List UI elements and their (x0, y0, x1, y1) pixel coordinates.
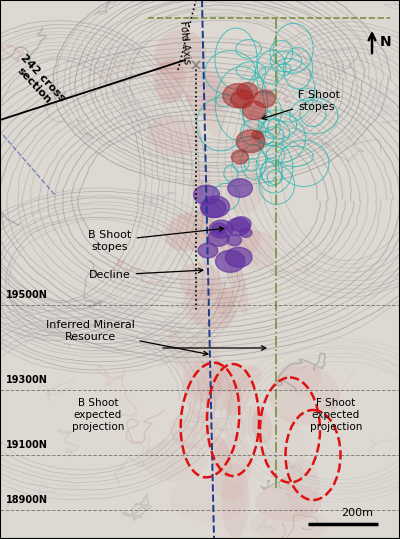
Text: 19500N: 19500N (6, 290, 48, 300)
Text: B Shoot
stopes: B Shoot stopes (88, 227, 224, 252)
Polygon shape (226, 218, 250, 236)
Polygon shape (194, 185, 220, 205)
Text: Fold Axis: Fold Axis (178, 20, 192, 64)
Polygon shape (231, 217, 251, 232)
Text: 200m: 200m (341, 508, 373, 518)
Text: N: N (380, 35, 392, 49)
Polygon shape (232, 150, 248, 164)
Polygon shape (227, 235, 242, 246)
Text: F Shoot
expected
projection: F Shoot expected projection (310, 398, 362, 432)
Ellipse shape (207, 223, 261, 260)
Polygon shape (223, 84, 253, 108)
Ellipse shape (222, 462, 249, 539)
Text: Decline: Decline (89, 268, 203, 280)
Ellipse shape (165, 211, 216, 251)
Ellipse shape (190, 165, 211, 197)
Polygon shape (208, 230, 229, 246)
Polygon shape (226, 247, 252, 267)
Ellipse shape (142, 439, 208, 481)
Ellipse shape (255, 484, 322, 521)
Ellipse shape (211, 364, 262, 392)
Ellipse shape (224, 169, 264, 215)
Ellipse shape (246, 108, 264, 146)
Ellipse shape (154, 58, 186, 103)
Ellipse shape (185, 71, 229, 114)
Polygon shape (252, 131, 262, 139)
Polygon shape (198, 243, 218, 258)
Ellipse shape (201, 74, 226, 137)
Ellipse shape (196, 204, 228, 243)
Polygon shape (216, 250, 245, 272)
Text: 19100N: 19100N (6, 440, 48, 450)
Ellipse shape (269, 366, 340, 425)
Ellipse shape (235, 231, 277, 270)
Ellipse shape (286, 458, 320, 515)
Ellipse shape (210, 436, 232, 478)
Polygon shape (228, 179, 252, 197)
Polygon shape (210, 220, 233, 238)
Ellipse shape (215, 288, 235, 316)
Ellipse shape (183, 278, 238, 329)
Polygon shape (243, 101, 266, 120)
Ellipse shape (250, 507, 329, 539)
Ellipse shape (169, 410, 221, 449)
Polygon shape (254, 90, 276, 107)
Polygon shape (237, 82, 258, 99)
Ellipse shape (218, 406, 265, 438)
Text: 242 cross
section: 242 cross section (10, 53, 66, 112)
Polygon shape (231, 90, 253, 108)
Ellipse shape (227, 257, 248, 313)
Ellipse shape (183, 333, 222, 421)
Text: Inferred Mineral
Resource: Inferred Mineral Resource (46, 320, 208, 356)
Ellipse shape (147, 116, 201, 156)
Text: 18900N: 18900N (6, 495, 48, 505)
Ellipse shape (168, 327, 188, 371)
Ellipse shape (252, 409, 272, 444)
Ellipse shape (155, 29, 206, 81)
Ellipse shape (224, 382, 242, 417)
Ellipse shape (179, 262, 221, 300)
Polygon shape (201, 199, 226, 218)
Polygon shape (212, 223, 226, 234)
Ellipse shape (189, 288, 236, 331)
Polygon shape (240, 228, 252, 237)
Polygon shape (201, 196, 230, 217)
Ellipse shape (169, 476, 246, 522)
Ellipse shape (278, 361, 322, 393)
Text: F Shoot
stopes: F Shoot stopes (262, 90, 340, 120)
Text: 19300N: 19300N (6, 375, 48, 385)
Polygon shape (236, 130, 265, 153)
Ellipse shape (212, 434, 252, 501)
Ellipse shape (182, 361, 228, 403)
Text: B Shoot
expected
projection: B Shoot expected projection (72, 398, 124, 432)
Ellipse shape (196, 363, 254, 411)
